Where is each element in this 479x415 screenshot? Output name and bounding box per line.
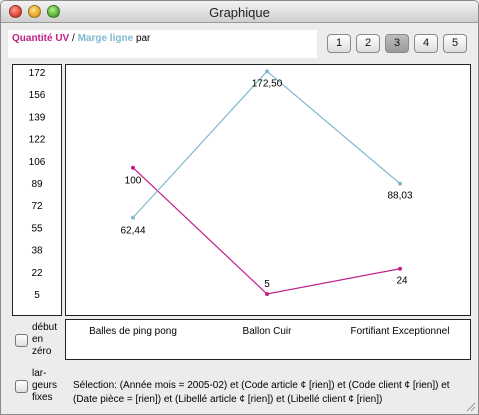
- minimize-button[interactable]: [28, 5, 41, 18]
- page-button-5[interactable]: 5: [443, 34, 467, 53]
- y-tick-label: 89: [31, 179, 43, 190]
- data-label: 5: [264, 279, 270, 290]
- data-point: [131, 215, 135, 220]
- title-bar[interactable]: Graphique: [1, 1, 478, 23]
- y-tick-label: 38: [31, 246, 43, 257]
- selection-panel: Sélection: (Année mois = 2005-02) et (Co…: [65, 372, 471, 414]
- x-axis: Balles de ping pong Ballon Cuir Fortifiant…: [89, 326, 450, 337]
- y-axis: 172 156 139 122 106 89 72 55 38 22 5: [29, 68, 46, 301]
- resize-grip-icon[interactable]: [464, 400, 476, 412]
- close-button[interactable]: [9, 5, 22, 18]
- data-label: 172,50: [252, 78, 283, 89]
- y-tick-label: 172: [29, 68, 46, 79]
- x-tick-label: Fortifiant Exceptionnel: [351, 326, 450, 337]
- data-label: 88,03: [387, 191, 412, 202]
- data-label: 62,44: [120, 226, 145, 237]
- fixed-widths-label: lar-geurs fixes: [32, 368, 58, 403]
- legend-suffix: par: [135, 33, 151, 44]
- y-tick-label: 72: [31, 201, 43, 212]
- data-label: 100: [125, 176, 142, 187]
- y-tick-label: 122: [29, 135, 46, 146]
- y-tick-label: 22: [31, 268, 43, 279]
- line-chart: 100 5 24 62,44 172,50 88,03: [120, 69, 413, 296]
- window-title: Graphique: [209, 5, 270, 20]
- start-zero-checkbox[interactable]: [15, 334, 28, 347]
- selection-text: Sélection: (Année mois = 2005-02) et (Co…: [73, 380, 450, 405]
- x-axis-panel: Balles de ping pong Ballon Cuir Fortifiant…: [65, 319, 471, 360]
- legend-series-1: Quantité UV: [12, 33, 70, 44]
- data-point: [398, 266, 402, 271]
- x-tick-label: Balles de ping pong: [89, 326, 177, 337]
- plot-area: 100 5 24 62,44 172,50 88,03: [65, 64, 471, 316]
- y-axis-panel: 172 156 139 122 106 89 72 55 38 22 5: [12, 64, 62, 316]
- page-button-4[interactable]: 4: [414, 34, 438, 53]
- y-tick-label: 156: [29, 90, 46, 101]
- data-point: [398, 181, 402, 186]
- y-tick-label: 106: [29, 157, 46, 168]
- data-label: 24: [396, 276, 408, 287]
- page-button-1[interactable]: 1: [327, 34, 351, 53]
- data-point: [265, 69, 269, 74]
- fixed-widths-checkbox[interactable]: [15, 380, 28, 393]
- legend-series-2: Marge ligne: [77, 33, 134, 44]
- legend-text: Quantité UV / Marge ligne par: [12, 33, 150, 44]
- page-button-3[interactable]: 3: [385, 34, 409, 53]
- series-line: [132, 167, 401, 295]
- data-point: [265, 292, 269, 296]
- legend-separator: /: [72, 33, 75, 44]
- y-tick-label: 139: [29, 112, 46, 123]
- y-tick-label: 55: [31, 223, 43, 234]
- page-button-2[interactable]: 2: [356, 34, 380, 53]
- start-zero-label: début en zéro: [32, 322, 58, 357]
- data-point: [131, 165, 135, 170]
- legend-bar: Quantité UV / Marge ligne par: [8, 30, 317, 58]
- zoom-button[interactable]: [47, 5, 60, 18]
- y-tick-label: 5: [34, 290, 40, 301]
- series-line: [132, 70, 401, 219]
- x-tick-label: Ballon Cuir: [243, 326, 293, 337]
